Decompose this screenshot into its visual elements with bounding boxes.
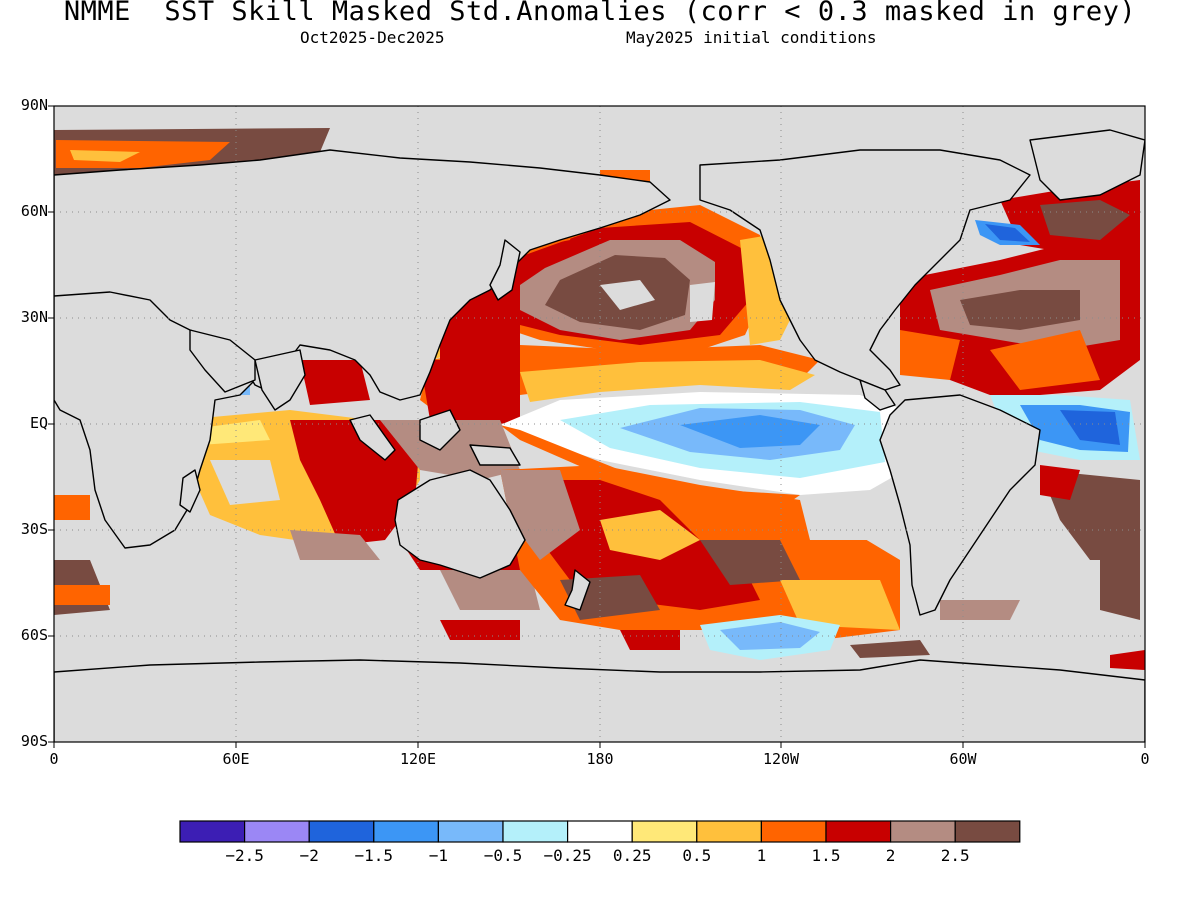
southern-ocean-cool [720,622,820,650]
colorbar-swatch [825,820,892,843]
forecast-period: Oct2025-Dec2025 [300,28,445,47]
indian-ocean-warm [210,460,280,505]
southern-ocean-warm [440,620,520,640]
lon-label: 0 [49,750,59,768]
lat-label: EQ [29,414,48,432]
colorbar-label: −0.25 [543,846,592,865]
north-america-outline [699,149,1031,391]
colorbar-label: 0.5 [682,846,712,865]
lat-label: 60N [20,202,48,220]
south-indian-warm [54,495,90,520]
north-pacific-warm [600,280,655,310]
initial-conditions: May2025 initial conditions [626,28,877,47]
lat-label: 30S [20,520,48,538]
colorbar-swatch [244,820,310,843]
south-america-outline [879,394,1041,616]
arabia-outline [189,329,256,393]
lon-label: 60W [949,750,977,768]
madagascar-outline [179,469,201,513]
southern-ocean-warm [620,630,680,650]
bay-of-bengal-warm [300,360,370,405]
colorbar-swatch [889,820,956,843]
colorbar-label: 1.5 [811,846,841,865]
maritime-warm [440,570,540,610]
borneo-outline [419,409,461,451]
colorbar-swatch [954,820,1021,843]
colorbar-swatch [179,820,246,843]
lat-label: 30N [20,308,48,326]
colorbar-swatch [308,820,375,843]
map-title: NMME SST Skill Masked Std.Anomalies (cor… [63,0,1137,27]
continent-outlines [54,129,1145,742]
new-zealand-outline [564,569,591,611]
colorbar-label: −1 [428,846,449,865]
indian-ocean-warm [290,530,380,560]
antarctic-warm [850,640,930,658]
australia-outline [394,469,526,579]
antarctic-warm [1110,650,1145,670]
south-pacific-warm [500,470,580,560]
equatorial-atlantic-cool [1060,410,1120,445]
south-pacific-warm [700,540,800,585]
colorbar-label: 1 [756,846,767,865]
new-guinea-outline [469,444,521,466]
grid-lines [54,106,1145,742]
colorbar-label: −2 [299,846,319,865]
colorbar-swatch [373,820,439,843]
north-atlantic-warm [990,330,1100,390]
colorbar-swatch [437,820,504,843]
colorbar-swatch [696,820,762,843]
colorbar-label: 0.25 [612,846,652,865]
equatorial-cold-tongue [680,415,820,448]
north-atlantic-warm [1040,200,1130,240]
colorbar-label: 2 [885,846,896,865]
south-indian-warm [54,585,110,605]
greenland-outline [1029,129,1145,201]
south-pacific-warm [780,580,900,630]
antarctica-outline [54,659,1145,742]
arctic-warm-patch [70,150,140,162]
south-atlantic-warm [1100,560,1140,620]
colorbar-swatch [502,820,569,843]
south-atlantic-warm [1040,465,1080,500]
north-pacific-warm [740,235,800,345]
anomaly-field [54,128,1145,670]
india-outline [254,349,306,411]
tick-marks [48,105,1146,748]
japan-outline [489,239,521,301]
lon-label: 120E [399,750,437,768]
cold-tongue-edge [500,425,800,502]
sst-anomaly-map [48,105,1146,748]
colorbar-label: −1.5 [354,846,394,865]
lat-label: 90N [20,96,48,114]
north-pacific-warm [690,282,715,322]
south-atlantic-warm [940,600,1020,620]
lon-label: 0 [1140,750,1150,768]
lat-label: 60S [20,626,48,644]
north-atlantic-warm [960,290,1080,330]
south-pacific-warm [600,510,700,560]
colorbar-swatch [760,820,827,843]
lon-label: 120W [762,750,800,768]
north-atlantic-warm [900,330,960,380]
sumatra-outline [349,414,396,461]
colorbar-label: −0.5 [483,846,523,865]
colorbar-swatch [631,820,698,843]
colorbar-label: 2.5 [940,846,970,865]
labrador-cool [985,224,1030,242]
lat-label: 90S [20,732,48,750]
subtropical-pacific [520,360,815,402]
colorbar-label: −2.5 [225,846,264,865]
colorbar-swatch [566,820,633,843]
lon-label: 60E [222,750,250,768]
lon-label: 180 [586,750,614,768]
central-america-outline [859,379,896,411]
